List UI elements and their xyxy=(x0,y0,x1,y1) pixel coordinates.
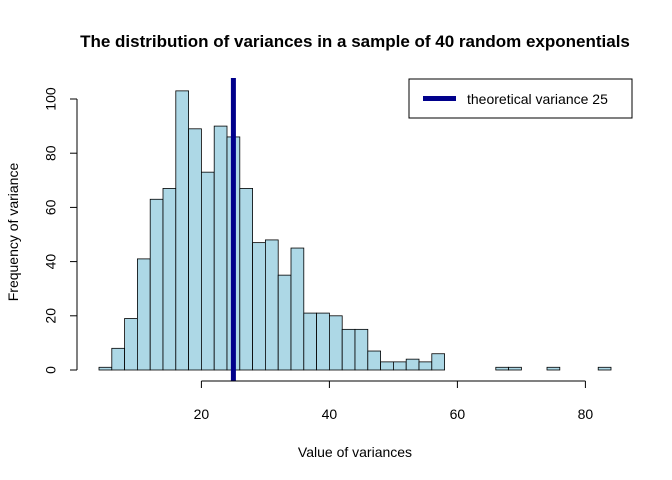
histogram-bar xyxy=(405,358,420,371)
histogram-bar xyxy=(200,171,215,371)
histogram-bar xyxy=(328,315,343,371)
histogram-bar xyxy=(303,312,317,371)
histogram-bar xyxy=(431,353,445,371)
histogram-bar xyxy=(239,188,254,371)
histogram-bar xyxy=(264,239,279,371)
x-tick-label: 20 xyxy=(194,406,210,422)
y-tick-label: 80 xyxy=(43,145,59,161)
y-tick-label: 20 xyxy=(43,308,59,324)
y-axis-label: Frequency of variance xyxy=(5,163,21,302)
chart-title: The distribution of variances in a sampl… xyxy=(80,32,630,51)
histogram-bar xyxy=(597,366,612,371)
histogram-bar xyxy=(495,366,509,371)
y-tick-label: 0 xyxy=(43,366,59,374)
histogram-bar xyxy=(316,312,330,371)
histogram-bar xyxy=(136,258,151,371)
histogram-bar xyxy=(111,347,126,371)
histogram-bar xyxy=(508,366,522,371)
histogram-bar xyxy=(380,361,394,371)
histogram-bar xyxy=(392,361,407,371)
y-tick-label: 100 xyxy=(43,87,59,111)
histogram-bar xyxy=(354,328,369,371)
histogram-bar xyxy=(124,318,138,371)
histogram-bar xyxy=(290,247,305,371)
bars-group xyxy=(98,90,612,371)
legend: theoretical variance 25 xyxy=(408,78,633,119)
histogram-bar xyxy=(252,242,266,371)
legend-label: theoretical variance 25 xyxy=(467,91,608,107)
histogram-bar xyxy=(162,188,177,371)
x-tick-label: 40 xyxy=(322,406,338,422)
x-axis-label: Value of variances xyxy=(298,444,412,460)
x-tick-label: 80 xyxy=(578,406,594,422)
histogram-bar xyxy=(418,361,433,371)
x-axis: 20 40 60 80 xyxy=(194,380,594,422)
x-tick-label: 60 xyxy=(450,406,466,422)
histogram-bar xyxy=(546,366,561,371)
y-axis: 0 20 40 60 80 100 xyxy=(43,87,78,374)
y-tick-label: 60 xyxy=(43,199,59,215)
histogram-bar xyxy=(188,128,202,371)
histogram-bar xyxy=(149,198,164,371)
histogram-bar xyxy=(341,328,356,371)
histogram-bar xyxy=(367,350,381,371)
histogram-bar xyxy=(277,274,292,371)
histogram-bar xyxy=(175,90,190,371)
y-tick-label: 40 xyxy=(43,254,59,270)
histogram-bar xyxy=(213,125,228,371)
histogram-bar xyxy=(98,366,113,371)
